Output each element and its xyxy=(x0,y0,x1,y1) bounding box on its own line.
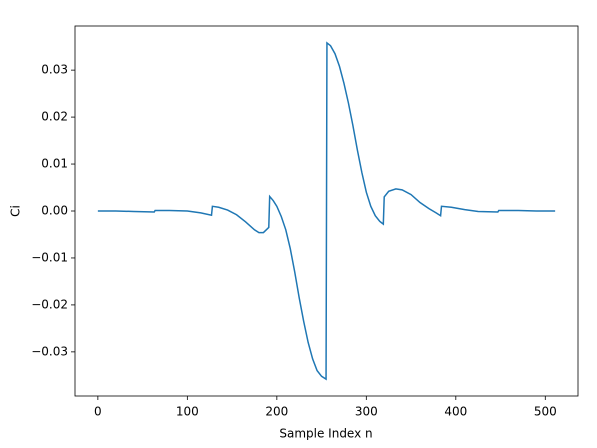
x-tick-label: 0 xyxy=(94,405,102,419)
plot-frame xyxy=(74,25,579,397)
x-tick-label: 200 xyxy=(265,405,288,419)
y-tick-label: −0.01 xyxy=(31,250,68,264)
y-tick-label: 0.03 xyxy=(41,63,68,77)
y-tick-label: −0.02 xyxy=(31,297,68,311)
x-tick-label: 400 xyxy=(444,405,467,419)
data-line xyxy=(97,41,556,381)
y-tick-label: 0.02 xyxy=(41,110,68,124)
x-tick-label: 300 xyxy=(355,405,378,419)
x-tick-label: 500 xyxy=(534,405,557,419)
y-tick-label: 0.01 xyxy=(41,157,68,171)
y-tick-label: −0.03 xyxy=(31,344,68,358)
y-tick-label: 0.00 xyxy=(41,204,68,218)
y-axis-label: Ci xyxy=(9,205,23,217)
x-tick-label: 100 xyxy=(176,405,199,419)
x-axis-label: Sample Index n xyxy=(279,427,372,441)
